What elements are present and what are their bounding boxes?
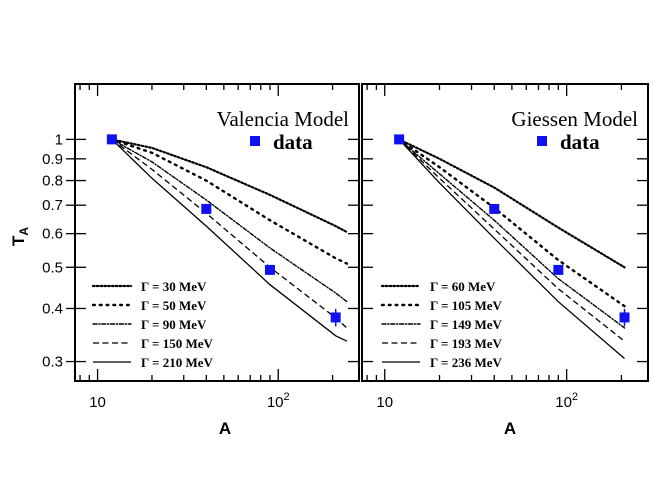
legend-label: Γ = 105 MeV	[430, 298, 502, 313]
y-tick-label: 0.4	[42, 300, 63, 317]
data-point	[489, 203, 500, 214]
legend-label: Γ = 90 MeV	[141, 317, 207, 332]
model-title: Giessen Model	[511, 107, 638, 131]
legend-label: Γ = 149 MeV	[430, 317, 502, 332]
series-line	[111, 138, 348, 342]
plot-frame	[361, 83, 649, 382]
legend-label: Γ = 150 MeV	[141, 336, 213, 351]
x-tick-label: 102	[555, 391, 578, 411]
x-tick-label-base: 10	[376, 394, 393, 411]
data-point	[394, 134, 405, 145]
series-line	[398, 138, 625, 359]
x-tick-label-base: 10	[267, 394, 284, 411]
x-axis-title: A	[219, 419, 231, 438]
data-point	[201, 203, 212, 214]
x-axis-title: A	[504, 419, 516, 438]
data-point	[106, 134, 117, 145]
data-legend-label: data	[273, 130, 313, 154]
legend-label: Γ = 236 MeV	[430, 355, 502, 370]
x-tick-label-base: 10	[555, 394, 572, 411]
data-legend-marker	[250, 136, 260, 146]
data-point	[619, 312, 630, 323]
data-point	[553, 264, 564, 275]
series-line	[110, 138, 348, 234]
series-line	[398, 138, 626, 329]
y-tick-label: 0.9	[42, 151, 63, 168]
y-tick-label: 1	[55, 131, 63, 148]
series-line	[110, 138, 349, 265]
y-tick-label: 0.5	[42, 259, 63, 276]
data-legend-marker	[537, 136, 547, 146]
y-tick-label: 0.3	[42, 354, 63, 371]
y-axis-title-main: T	[9, 235, 28, 246]
y-axis-title-sub: A	[17, 227, 31, 236]
legend-label: Γ = 50 MeV	[141, 298, 207, 313]
data-legend-label: data	[560, 130, 600, 154]
series-line	[111, 138, 348, 303]
legend-label: Γ = 210 MeV	[141, 355, 213, 370]
plot-frame	[74, 83, 360, 382]
model-title: Valencia Model	[217, 107, 350, 131]
x-tick-label: 102	[267, 391, 290, 411]
x-tick-label: 10	[89, 394, 106, 411]
data-point	[330, 312, 341, 323]
data-point	[264, 264, 275, 275]
y-tick-label: 0.7	[42, 197, 63, 214]
x-tick-label-exponent: 2	[284, 391, 290, 403]
x-tick-label: 10	[376, 394, 393, 411]
series-line	[398, 138, 626, 269]
legend-label: Γ = 30 MeV	[141, 279, 207, 294]
legend-label: Γ = 193 MeV	[430, 336, 502, 351]
y-axis-title: TA	[9, 227, 31, 246]
y-tick-label: 0.8	[42, 173, 63, 190]
x-tick-label-exponent: 2	[572, 391, 578, 403]
legend-label: Γ = 60 MeV	[430, 279, 496, 294]
y-tick-label: 0.6	[42, 226, 63, 243]
x-tick-label-base: 10	[89, 394, 106, 411]
